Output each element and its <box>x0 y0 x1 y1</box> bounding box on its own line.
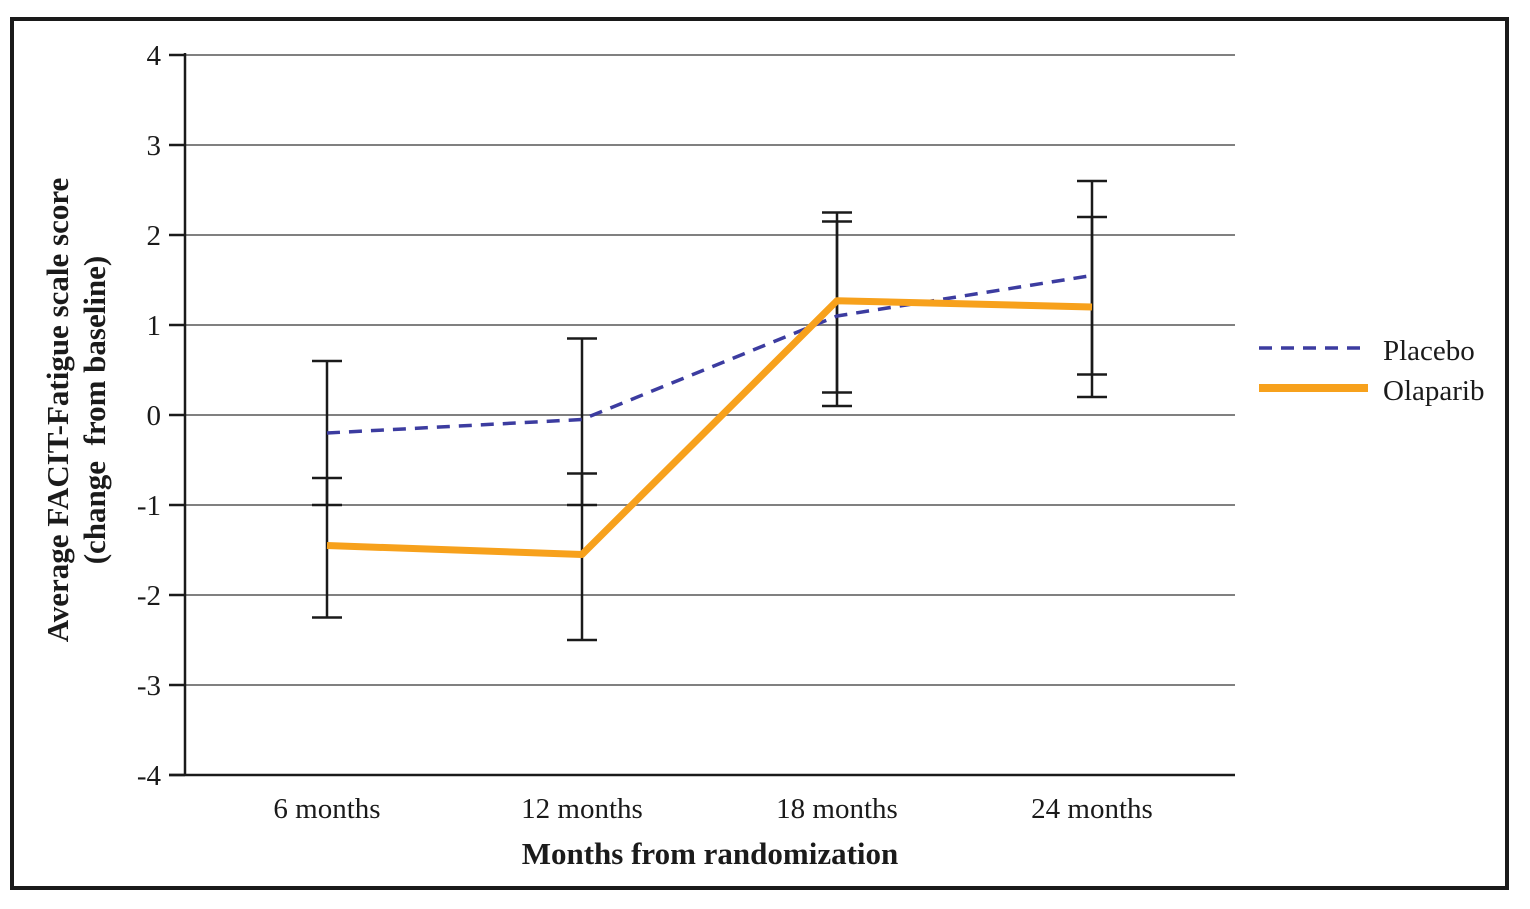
x-axis-title: Months from randomization <box>521 836 899 871</box>
y-tick-label: -1 <box>137 490 161 522</box>
y-tick-label: 2 <box>147 220 162 252</box>
legend-label-placebo: Placebo <box>1383 335 1475 367</box>
y-tick-label: 0 <box>147 400 162 432</box>
legend-label-olaparib: Olaparib <box>1383 375 1485 407</box>
y-axis-title-line2: (change from baseline) <box>77 255 112 565</box>
y-axis-title-line1: Average FACIT-Fatigue scale score <box>40 177 75 643</box>
x-tick-label: 18 months <box>776 793 898 825</box>
y-tick-label: 3 <box>147 130 162 162</box>
figure-border <box>10 17 1509 890</box>
y-tick-label: -4 <box>137 760 162 792</box>
x-tick-label: 6 months <box>273 793 380 825</box>
y-tick-label: -2 <box>137 580 161 612</box>
x-tick-label: 12 months <box>521 793 643 825</box>
x-tick-label: 24 months <box>1031 793 1153 825</box>
y-axis-title: Average FACIT-Fatigue scale score (chang… <box>39 20 113 800</box>
placebo-line <box>326 273 1093 435</box>
olaparib-line <box>326 297 1093 558</box>
y-tick-label: 1 <box>147 310 162 342</box>
y-tick-label: -3 <box>137 670 161 702</box>
y-tick-label: 4 <box>147 40 162 72</box>
